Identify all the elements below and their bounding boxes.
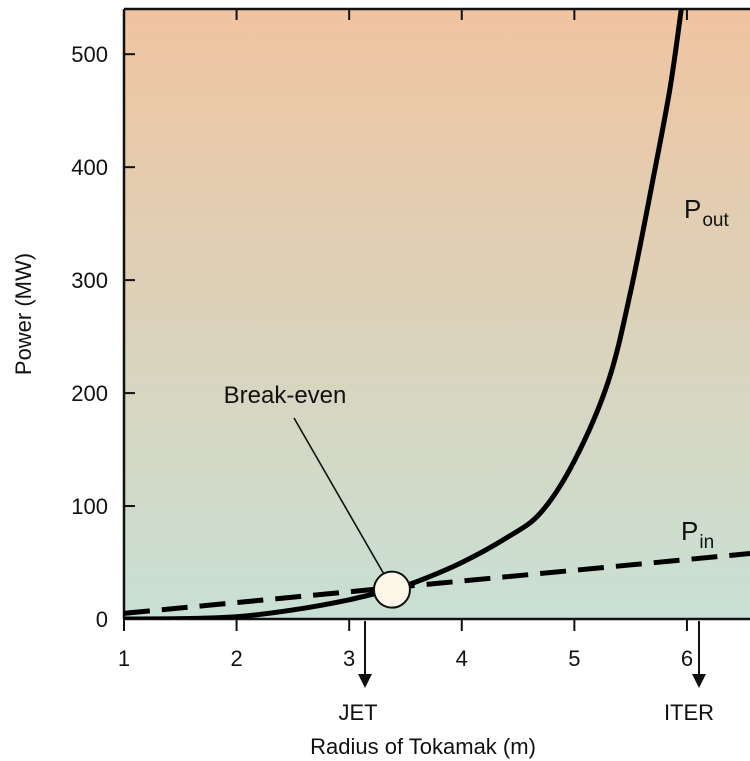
arrow-jet-head <box>358 674 372 688</box>
plot-background <box>124 9 750 619</box>
arrow-label-jet: JET <box>338 700 377 725</box>
series-line-p-out <box>124 9 684 619</box>
x-tick-label: 3 <box>343 646 355 671</box>
series-label-p-in: Pin <box>681 516 714 553</box>
arrow-label-iter: ITER <box>664 700 714 725</box>
series-label-p-out: Pout <box>684 194 729 231</box>
break-even-label: Break-even <box>224 382 347 409</box>
y-axis-label: Power (MW) <box>11 253 36 375</box>
arrow-iter-head <box>692 674 706 688</box>
y-tick-label: 500 <box>71 42 108 67</box>
x-axis-label: Radius of Tokamak (m) <box>310 734 536 759</box>
y-tick-label: 400 <box>71 155 108 180</box>
x-tick-label: 2 <box>230 646 242 671</box>
y-tick-label: 300 <box>71 268 108 293</box>
x-tick-label: 6 <box>681 646 693 671</box>
x-tick-label: 4 <box>456 646 468 671</box>
y-tick-label: 200 <box>71 381 108 406</box>
break-even-marker <box>372 570 411 609</box>
y-tick-label: 100 <box>71 494 108 519</box>
y-tick-label: 0 <box>96 607 108 632</box>
break-even-leader-line <box>293 417 387 579</box>
series-line-p-in <box>124 550 750 616</box>
x-tick-label: 1 <box>118 646 130 671</box>
x-tick-label: 5 <box>568 646 580 671</box>
